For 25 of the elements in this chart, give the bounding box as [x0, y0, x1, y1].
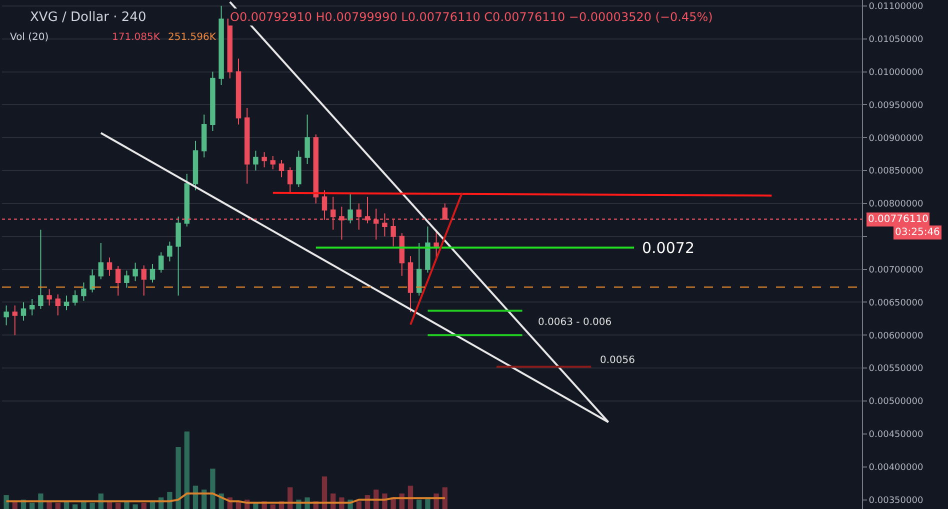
y-tick-label: 0.00550000 — [868, 364, 924, 374]
y-tick-label: 0.01050000 — [868, 35, 924, 45]
y-tick-label: 0.00800000 — [868, 200, 924, 210]
text: 03:25:46 — [895, 227, 940, 238]
y-tick-label: 0.00700000 — [868, 265, 924, 276]
annotation: 0.0056 — [600, 355, 635, 366]
annotation: 251.596K — [168, 32, 216, 43]
y-tick-label: 0.00450000 — [868, 430, 924, 440]
y-tick-label: 0.00350000 — [868, 496, 924, 506]
y-tick-label: 0.00950000 — [868, 100, 924, 111]
y-tick-label: 0.00650000 — [868, 298, 924, 308]
y-tick-label: 0.01000000 — [868, 68, 924, 78]
annotation: 0.0063 - 0.006 — [538, 317, 612, 328]
y-tick-label: 0.00400000 — [868, 463, 924, 474]
y-tick-label: 0.00500000 — [868, 397, 924, 408]
y-tick-label: 0.00900000 — [868, 134, 924, 144]
annotation: 0.0072 — [642, 239, 694, 257]
annotation: 171.085K — [112, 32, 160, 43]
chart-title: Vol (20) — [10, 32, 49, 43]
y-tick-label: 0.00850000 — [868, 166, 924, 177]
ref-line-label: 0.00776110 — [868, 214, 928, 225]
y-tick-label: 0.01100000 — [868, 2, 924, 12]
y-tick-label: 0.00600000 — [868, 331, 924, 342]
text: XVG / Dollar · 240 — [30, 10, 146, 25]
text: O0.00792910 H0.00799990 L0.00776110 C0.00776110 −0.00003520 (−0.45%) — [230, 10, 713, 24]
